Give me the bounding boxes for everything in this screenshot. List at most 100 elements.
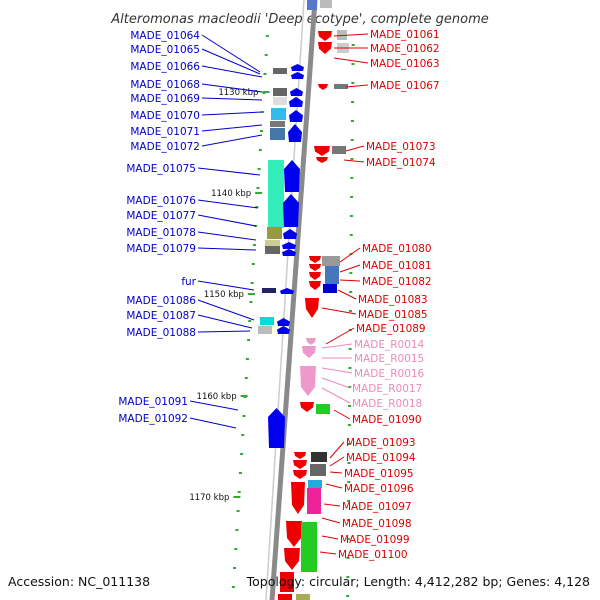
track-dot bbox=[250, 282, 254, 284]
track-dot bbox=[351, 101, 355, 103]
leader-line bbox=[197, 214, 257, 227]
track-dot bbox=[242, 415, 246, 417]
leader-line bbox=[321, 343, 353, 349]
track-dot bbox=[252, 244, 256, 246]
gene-arrow bbox=[282, 242, 296, 249]
gene-feature-box bbox=[280, 572, 294, 592]
gene-feature-box bbox=[273, 88, 287, 96]
gene-feature-box bbox=[323, 284, 337, 293]
gene-label: MADE_01095 bbox=[344, 468, 414, 480]
gene-label: MADE_01098 bbox=[342, 518, 412, 530]
gene-arrow bbox=[282, 249, 296, 256]
track-dot bbox=[351, 44, 355, 46]
gene-feature-box bbox=[265, 240, 280, 246]
track-dot bbox=[347, 500, 351, 502]
track-dot bbox=[233, 567, 237, 569]
gene-label: MADE_R0016 bbox=[354, 368, 425, 380]
track-dot bbox=[347, 462, 351, 464]
gene-label: MADE_01089 bbox=[356, 323, 426, 335]
gene-arrow bbox=[283, 194, 299, 227]
gene-label: MADE_01065 bbox=[130, 44, 200, 56]
gene-label: MADE_01083 bbox=[358, 294, 428, 306]
gene-label: MADE_01099 bbox=[340, 534, 410, 546]
track-dot bbox=[348, 310, 352, 312]
leader-line bbox=[325, 483, 343, 489]
genome-backbone bbox=[269, 0, 318, 600]
gene-feature-box bbox=[332, 146, 346, 154]
gene-arrow bbox=[300, 366, 316, 396]
track-dot bbox=[256, 187, 260, 189]
track-dot bbox=[351, 63, 355, 65]
track-dot bbox=[257, 168, 261, 170]
leader-line bbox=[339, 279, 361, 282]
leader-line bbox=[197, 167, 261, 176]
gene-label: MADE_R0014 bbox=[354, 339, 425, 351]
gene-arrow bbox=[284, 548, 300, 570]
leader-line bbox=[201, 124, 263, 132]
leader-line bbox=[343, 159, 365, 163]
gene-arrow bbox=[283, 229, 297, 239]
gene-feature-box bbox=[278, 594, 292, 600]
track-dot bbox=[235, 529, 239, 531]
gene-label: MADE_01063 bbox=[370, 58, 440, 70]
gene-label: MADE_01075 bbox=[126, 163, 196, 175]
label-leader-lines bbox=[189, 33, 369, 555]
gene-arrow bbox=[314, 146, 330, 156]
gene-arrow bbox=[288, 124, 302, 142]
gene-label: MADE_01062 bbox=[370, 43, 440, 55]
gene-feature-box bbox=[316, 404, 330, 414]
track-dot bbox=[347, 424, 351, 426]
tick-mark bbox=[262, 91, 270, 93]
gene-label: MADE_01061 bbox=[370, 29, 440, 41]
gene-arrow bbox=[316, 157, 328, 163]
track-dot bbox=[247, 339, 251, 341]
gene-arrow bbox=[289, 97, 303, 107]
gene-feature-box bbox=[325, 266, 339, 284]
gene-arrow bbox=[309, 281, 321, 290]
gene-label: MADE_01071 bbox=[130, 126, 200, 138]
gene-label: MADE_01072 bbox=[130, 141, 200, 153]
track-dot bbox=[263, 73, 267, 75]
leader-line bbox=[321, 377, 351, 389]
track-dot bbox=[348, 405, 352, 407]
gene-label: MADE_01097 bbox=[342, 501, 412, 513]
track-dot bbox=[249, 301, 253, 303]
gene-arrow bbox=[306, 338, 316, 345]
gene-feature-box bbox=[337, 30, 347, 40]
gene-label: MADE_01100 bbox=[338, 549, 408, 561]
gene-arrow bbox=[291, 72, 304, 79]
track-dot bbox=[251, 263, 255, 265]
gene-feature-box bbox=[311, 452, 327, 462]
leader-line bbox=[197, 247, 257, 251]
leader-line bbox=[329, 471, 343, 474]
leader-line bbox=[345, 145, 365, 152]
gene-label: MADE_01064 bbox=[130, 30, 200, 42]
gene-feature-box bbox=[322, 256, 340, 266]
tick-label: 1170 kbp bbox=[189, 493, 229, 503]
track-dot bbox=[349, 272, 353, 274]
leader-line bbox=[197, 314, 253, 329]
track-dot bbox=[238, 472, 242, 474]
tick-label: 1160 kbp bbox=[197, 392, 237, 402]
track-dot bbox=[261, 111, 265, 113]
gene-feature-box bbox=[258, 326, 272, 334]
track-dot bbox=[350, 158, 354, 160]
gene-feature-box bbox=[273, 97, 287, 105]
gene-arrow bbox=[291, 64, 304, 71]
gene-arrow bbox=[277, 318, 290, 326]
gene-feature-box bbox=[267, 227, 282, 239]
gene-label: MADE_01080 bbox=[362, 243, 432, 255]
track-dot bbox=[264, 54, 268, 56]
track-dot bbox=[347, 443, 351, 445]
gene-label: MADE_01076 bbox=[126, 195, 196, 207]
gene-feature-box bbox=[265, 246, 280, 254]
gene-label: MADE_01077 bbox=[126, 210, 196, 222]
tick-label: 1140 kbp bbox=[211, 189, 251, 199]
leader-line bbox=[201, 34, 261, 73]
gene-label: MADE_01067 bbox=[370, 80, 440, 92]
leader-line bbox=[321, 535, 339, 540]
track-dot bbox=[349, 234, 353, 236]
gene-label: MADE_R0018 bbox=[352, 398, 422, 410]
gene-arrow bbox=[309, 264, 321, 271]
